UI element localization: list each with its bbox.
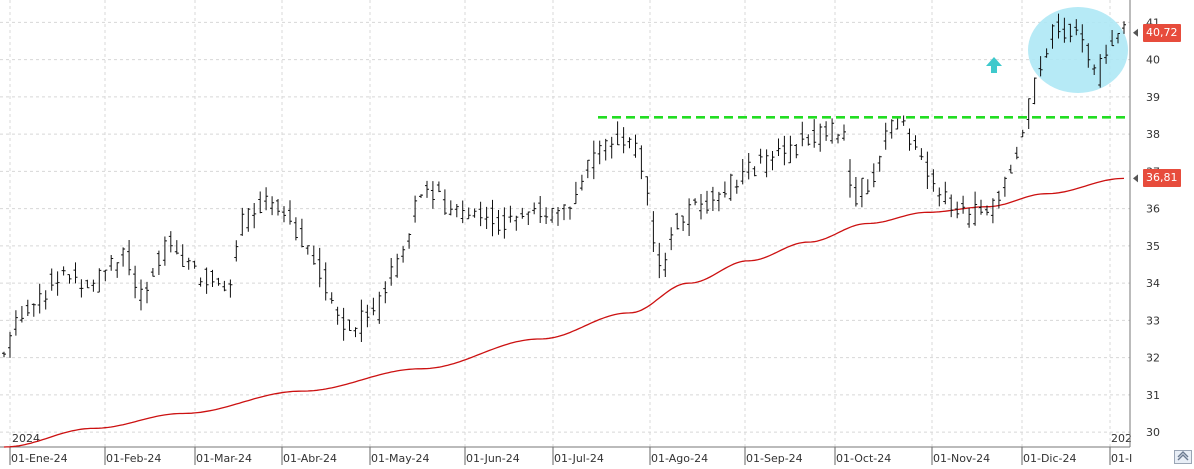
x-tick-label: 01-Abr-24 — [283, 452, 337, 465]
year-label: 202 — [1111, 432, 1132, 445]
x-tick-label: 01-Nov-24 — [933, 452, 990, 465]
y-tick-label: 33 — [1146, 314, 1160, 327]
y-tick-label: 34 — [1146, 277, 1160, 290]
highlight-ellipse — [1028, 7, 1128, 93]
x-tick-label: 01-Mar-24 — [196, 452, 252, 465]
y-tick-label: 40 — [1146, 54, 1160, 67]
y-tick-label: 31 — [1146, 389, 1160, 402]
y-tick-label: 38 — [1146, 128, 1160, 141]
x-tick-label: 01-Jul-24 — [554, 452, 604, 465]
x-tick-label: 01-Oct-24 — [836, 452, 891, 465]
x-tick-label: 01-Ago-24 — [651, 452, 708, 465]
double-chevron-icon — [1177, 451, 1189, 461]
y-tick-label: 35 — [1146, 240, 1160, 253]
x-tick-label: 01-Feb-24 — [106, 452, 161, 465]
up-arrow-icon — [986, 57, 1002, 73]
x-tick-label: 01-Dic-24 — [1023, 452, 1077, 465]
x-tick-label: 01-I — [1111, 452, 1132, 465]
x-tick-label: 01-Jun-24 — [466, 452, 520, 465]
y-tick-label: 32 — [1146, 352, 1160, 365]
y-tick-label: 30 — [1146, 426, 1160, 439]
x-tick-label: 01-May-24 — [371, 452, 429, 465]
last-price-tag: 40,72 — [1143, 24, 1181, 42]
x-tick-label: 01-Ene-24 — [11, 452, 68, 465]
last-price-marker — [1133, 28, 1138, 37]
ohlc-bars — [2, 13, 1126, 358]
y-tick-label: 39 — [1146, 91, 1160, 104]
ma-marker — [1133, 174, 1138, 183]
year-label: 2024 — [12, 432, 40, 445]
chart-scroll-button[interactable] — [1174, 450, 1192, 464]
x-tick-label: 01-Sep-24 — [746, 452, 803, 465]
moving-average-tag: 36,81 — [1143, 169, 1181, 187]
y-tick-label: 36 — [1146, 203, 1160, 216]
moving-average-line — [3, 177, 1125, 448]
